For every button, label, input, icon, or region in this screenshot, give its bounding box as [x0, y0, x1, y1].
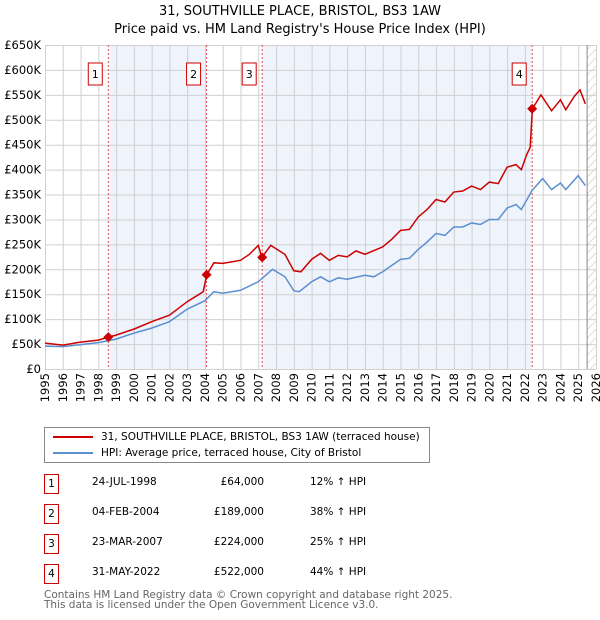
- sale-price: £224,000: [213, 536, 264, 548]
- sale-hpi-change: 12% ↑ HPI: [310, 476, 367, 488]
- sale-row: 1 24-JUL-1998 £64,000 12% ↑ HPI: [44, 474, 444, 494]
- x-tick-label: 2012: [340, 373, 354, 402]
- x-tick-label: 2004: [198, 373, 212, 402]
- legend-label-property: 31, SOUTHVILLE PLACE, BRISTOL, BS3 1AW (…: [101, 431, 420, 443]
- x-tick-label: 2024: [553, 373, 567, 402]
- y-tick-label: £550K: [4, 88, 41, 102]
- sale-point: [201, 269, 212, 280]
- chart-title: 31, SOUTHVILLE PLACE, BRISTOL, BS3 1AW Pr…: [0, 3, 600, 39]
- sale-hpi-change: 38% ↑ HPI: [310, 506, 367, 518]
- series-line: [44, 88, 587, 346]
- sale-number: 4: [44, 564, 59, 584]
- footer-line: This data is licensed under the Open Gov…: [44, 599, 379, 611]
- legend: 31, SOUTHVILLE PLACE, BRISTOL, BS3 1AW (…: [44, 427, 430, 463]
- sale-label: 4: [516, 68, 523, 81]
- x-tick-label: 2016: [411, 373, 425, 402]
- x-tick-label: 2014: [376, 373, 390, 402]
- y-tick-label: £600K: [4, 63, 41, 77]
- sale-label-box: [186, 62, 202, 86]
- y-tick-label: £50K: [12, 337, 42, 351]
- x-tick-label: 2008: [269, 373, 283, 402]
- x-tick-label: 2022: [518, 373, 532, 402]
- sale-point: [103, 332, 114, 343]
- y-tick-label: £250K: [4, 237, 41, 251]
- x-tick-label: 2011: [322, 373, 336, 402]
- x-tick-label: 2017: [429, 373, 443, 402]
- sale-row: 2 04-FEB-2004 £189,000 38% ↑ HPI: [44, 504, 444, 524]
- x-tick-label: 1997: [74, 373, 88, 402]
- y-tick-label: £350K: [4, 188, 41, 202]
- sale-number: 2: [44, 504, 59, 524]
- x-tick-label: 2020: [482, 373, 496, 402]
- sale-number: 1: [44, 474, 59, 494]
- sale-point: [257, 252, 268, 263]
- y-tick-label: £650K: [4, 38, 41, 52]
- x-tick-label: 2026: [589, 373, 600, 402]
- y-tick-label: £400K: [4, 163, 41, 177]
- y-tick-label: £0: [26, 362, 41, 376]
- x-tick-label: 2005: [216, 373, 230, 402]
- x-tick-label: 1995: [38, 373, 52, 402]
- subtitle-line: Price paid vs. HM Land Registry's House …: [114, 22, 486, 37]
- series-line: [44, 174, 586, 348]
- shaded-period: [262, 45, 533, 369]
- y-tick-label: £100K: [4, 312, 41, 326]
- y-tick-label: £300K: [4, 212, 41, 226]
- sale-date: 24-JUL-1998: [92, 476, 157, 488]
- sale-row: 4 31-MAY-2022 £522,000 44% ↑ HPI: [44, 564, 444, 584]
- legend-swatch-property: [53, 436, 93, 438]
- sale-label-box: [87, 62, 103, 86]
- sale-hpi-change: 25% ↑ HPI: [310, 536, 367, 548]
- y-tick-label: £500K: [4, 113, 41, 127]
- x-tick-label: 1998: [91, 373, 105, 402]
- title-line: 31, SOUTHVILLE PLACE, BRISTOL, BS3 1AW: [158, 4, 442, 19]
- price-chart: £0 £50K £100K £150K £200K £250K £300K £350K £400…: [4, 38, 600, 402]
- footer: Contains HM Land Registry data © Crown c…: [44, 589, 453, 611]
- sale-label: 3: [246, 68, 253, 81]
- x-tick-label: 1996: [56, 373, 70, 402]
- sale-price: £189,000: [213, 506, 264, 518]
- x-tick-label: 2013: [358, 373, 372, 402]
- sale-number: 3: [44, 534, 59, 554]
- x-tick-label: 2023: [536, 373, 550, 402]
- sale-point: [527, 103, 538, 114]
- legend-label-hpi: HPI: Average price, terraced house, City…: [101, 447, 362, 459]
- forecast-hatch: [587, 45, 596, 369]
- x-tick-label: 2019: [465, 373, 479, 402]
- sale-price: £522,000: [213, 566, 264, 578]
- x-tick-label: 2018: [447, 373, 461, 402]
- sale-price: £64,000: [220, 476, 264, 488]
- shaded-period: [108, 45, 207, 369]
- x-tick-label: 2007: [251, 373, 265, 402]
- x-tick-label: 2006: [234, 373, 248, 402]
- legend-swatch-hpi: [53, 452, 93, 454]
- x-tick-label: 2003: [180, 373, 194, 402]
- sale-date: 04-FEB-2004: [92, 506, 160, 518]
- x-tick-label: 2021: [500, 373, 514, 402]
- x-tick-label: 2009: [287, 373, 301, 402]
- sale-label-box: [511, 62, 527, 86]
- x-tick-label: 1999: [109, 373, 123, 402]
- y-tick-label: £150K: [4, 287, 41, 301]
- sale-label: 1: [92, 68, 99, 81]
- x-tick-label: 2000: [127, 373, 141, 402]
- x-tick-label: 2025: [571, 373, 585, 402]
- x-tick-label: 2010: [305, 373, 319, 402]
- x-tick-label: 2002: [162, 373, 176, 402]
- sale-row: 3 23-MAR-2007 £224,000 25% ↑ HPI: [44, 534, 444, 554]
- x-tick-label: 2015: [393, 373, 407, 402]
- sale-date: 23-MAR-2007: [92, 536, 163, 548]
- sale-hpi-change: 44% ↑ HPI: [310, 566, 367, 578]
- x-tick-label: 2001: [145, 373, 159, 402]
- y-tick-label: £200K: [4, 262, 41, 276]
- sale-label: 2: [190, 68, 197, 81]
- footer-line: Contains HM Land Registry data © Crown c…: [44, 589, 453, 601]
- y-tick-label: £450K: [4, 138, 41, 152]
- sale-date: 31-MAY-2022: [92, 566, 161, 578]
- sale-label-box: [241, 62, 257, 86]
